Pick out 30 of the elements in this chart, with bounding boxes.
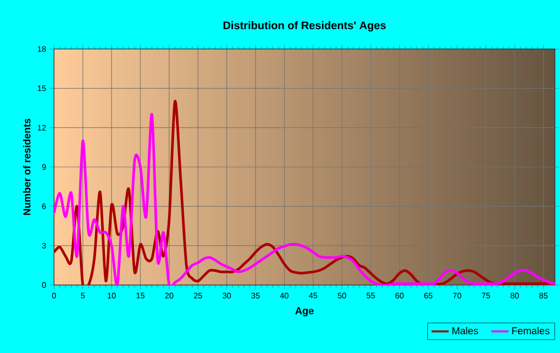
- x-tick-label: 10: [108, 292, 116, 298]
- y-tick-label: 6: [42, 203, 46, 210]
- x-tick-label: 60: [395, 292, 404, 298]
- x-axis-title: Age: [295, 307, 314, 316]
- x-tick-label: 55: [366, 292, 375, 298]
- x-tick-label: 35: [251, 292, 260, 298]
- x-tick-label: 75: [482, 292, 490, 298]
- x-tick-label: 5: [80, 292, 85, 298]
- x-tick-label: 65: [424, 292, 432, 298]
- x-tick-label: 70: [453, 292, 462, 298]
- y-tick-label: 3: [42, 242, 46, 248]
- x-tick-label: 45: [308, 292, 318, 298]
- x-tick-label: 15: [136, 292, 144, 298]
- x-tick-label: 50: [338, 292, 346, 298]
- legend-label: Males: [452, 326, 478, 334]
- y-tick-label: 12: [38, 124, 46, 130]
- chart-title: Distribution of Residents' Ages: [224, 21, 386, 32]
- x-tick-label: 25: [194, 292, 202, 298]
- y-tick-label: 15: [38, 86, 46, 92]
- x-tick-label: 40: [280, 292, 288, 298]
- x-tick-label: 30: [222, 292, 231, 298]
- y-tick-label: 9: [42, 164, 46, 170]
- y-tick-label: 18: [38, 46, 46, 52]
- legend-label: Females: [512, 326, 550, 334]
- x-tick-label: 80: [510, 292, 519, 298]
- x-tick-label: 85: [539, 292, 548, 298]
- y-axis-title: Number of residents: [23, 118, 30, 215]
- x-tick-label: 0: [52, 292, 56, 298]
- x-tick-label: 20: [165, 292, 174, 298]
- y-tick-label: 0: [42, 282, 46, 288]
